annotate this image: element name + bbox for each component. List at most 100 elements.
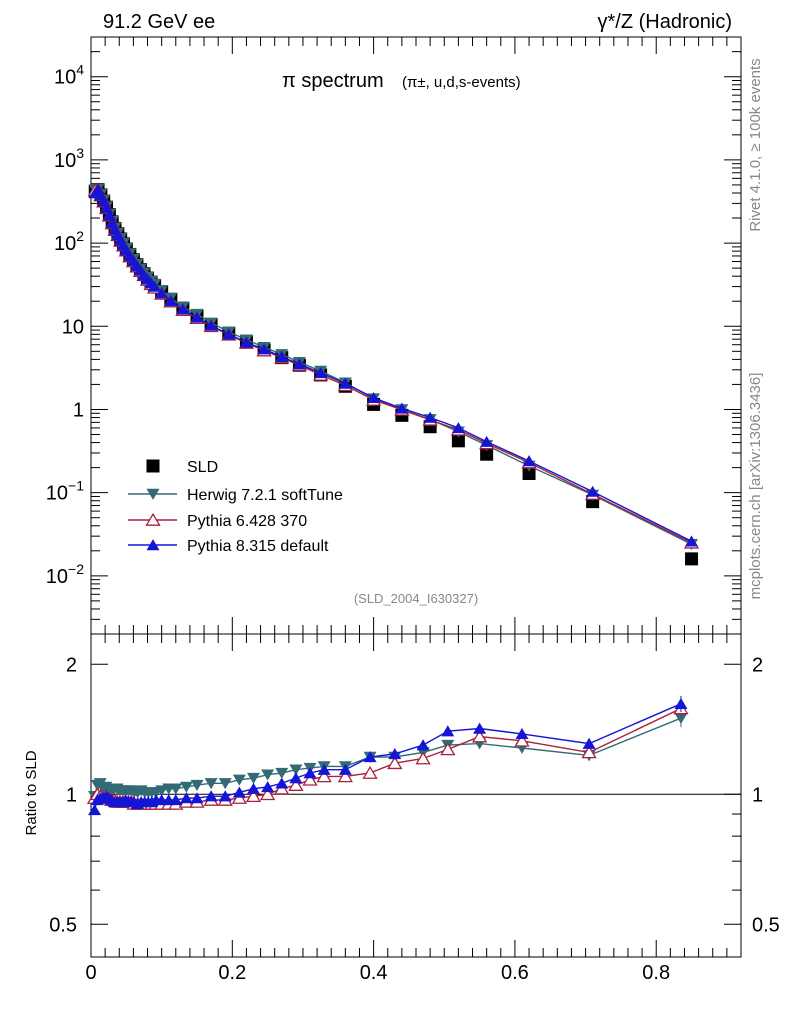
legend-label: Pythia 6.428 370 bbox=[187, 513, 307, 530]
legend-marker bbox=[146, 488, 160, 500]
ratio-point bbox=[288, 777, 304, 791]
data-point bbox=[522, 455, 536, 467]
legend-entry: Herwig 7.2.1 softTune bbox=[128, 487, 343, 504]
ratio-point bbox=[582, 737, 596, 749]
ratio-point bbox=[289, 764, 303, 776]
ratio-point bbox=[247, 772, 260, 784]
series-sld bbox=[88, 183, 699, 566]
ratio-point bbox=[218, 778, 232, 790]
y-tick-label: 103 bbox=[54, 145, 84, 172]
data-point bbox=[685, 535, 699, 547]
ratio-point bbox=[179, 792, 193, 804]
chart-title: π spectrum bbox=[282, 70, 384, 92]
legend-label: Herwig 7.2.1 softTune bbox=[187, 487, 343, 504]
ratio-point bbox=[190, 779, 204, 791]
ratio-point bbox=[440, 742, 456, 756]
data-point bbox=[257, 343, 271, 355]
ratio-point bbox=[261, 781, 275, 793]
header-right: γ*/Z (Hadronic) bbox=[598, 11, 732, 33]
analysis-tag: (SLD_2004_I630327) bbox=[354, 591, 478, 606]
ratio-herwig-7-2-1-softtune bbox=[88, 709, 688, 803]
ratio-point bbox=[674, 713, 688, 725]
ratio-y-tick-label: 0.5 bbox=[49, 914, 77, 936]
ratio-y-tick-label-right: 2 bbox=[752, 654, 763, 676]
series-line bbox=[94, 188, 692, 542]
ratio-point bbox=[275, 767, 289, 779]
ratio-axis-ticks: 0.5 0.5 1 1 2 2 0 0.2 0.4 0.6 0.8 bbox=[49, 634, 780, 984]
x-tick-label: 0.4 bbox=[360, 962, 388, 984]
series-pythia-8-315-default bbox=[88, 183, 699, 547]
main-series-layer bbox=[87, 182, 700, 566]
ratio-point bbox=[232, 774, 246, 786]
data-point bbox=[480, 447, 494, 461]
data-point bbox=[102, 209, 116, 221]
header-left: 91.2 GeV ee bbox=[103, 11, 215, 33]
x-tick-label: 0 bbox=[85, 962, 96, 984]
ratio-point bbox=[204, 790, 218, 802]
ratio-point bbox=[514, 733, 530, 747]
data-point bbox=[367, 391, 381, 404]
ratio-point bbox=[232, 786, 246, 798]
data-point bbox=[451, 434, 465, 448]
ratio-point bbox=[316, 769, 332, 783]
y-tick-label: 104 bbox=[54, 62, 84, 89]
ratio-y-tick-label-right: 1 bbox=[752, 784, 763, 806]
legend-entry: Pythia 6.428 370 bbox=[128, 512, 307, 530]
data-point bbox=[522, 466, 536, 480]
ratio-point bbox=[674, 697, 688, 709]
ratio-point bbox=[363, 751, 377, 763]
ratio-point bbox=[362, 765, 378, 779]
ratio-point bbox=[247, 782, 260, 794]
data-point bbox=[480, 435, 494, 447]
y-tick-label: 10−1 bbox=[46, 478, 84, 505]
y-tick-label: 10−2 bbox=[46, 561, 84, 588]
ratio-point bbox=[302, 772, 318, 786]
ratio-point bbox=[416, 739, 430, 751]
y-tick-label: 102 bbox=[54, 228, 84, 255]
ratio-point bbox=[388, 748, 402, 760]
ratio-point bbox=[245, 789, 262, 803]
legend-marker bbox=[146, 459, 160, 473]
ratio-point bbox=[259, 787, 276, 801]
ratio-point bbox=[337, 769, 353, 783]
data-point bbox=[222, 328, 236, 340]
ratio-panel-frame bbox=[90, 633, 742, 958]
x-tick-label: 0.6 bbox=[501, 962, 529, 984]
data-point bbox=[338, 377, 352, 389]
ratio-point bbox=[289, 772, 303, 784]
data-point bbox=[155, 287, 169, 299]
ratio-point bbox=[155, 785, 169, 797]
ratio-axis-label: Ratio to SLD bbox=[23, 750, 40, 835]
ratio-point bbox=[190, 792, 204, 804]
ratio-point bbox=[303, 767, 317, 779]
ratio-point bbox=[88, 804, 102, 816]
series-line bbox=[94, 188, 692, 544]
ratio-point bbox=[204, 778, 218, 790]
chart-subtitle: (π±, u,d,s-events) bbox=[402, 74, 521, 91]
legend-entry: Pythia 8.315 default bbox=[128, 538, 329, 555]
data-point bbox=[239, 336, 253, 348]
series-herwig-7-2-1-softtune bbox=[88, 183, 699, 551]
data-point bbox=[275, 350, 289, 362]
ratio-point bbox=[581, 745, 597, 759]
ratio-point bbox=[441, 725, 455, 737]
ratio-point bbox=[169, 794, 183, 806]
ratio-point bbox=[231, 790, 248, 804]
x-tick-label: 0.8 bbox=[642, 962, 670, 984]
ratio-point bbox=[218, 790, 232, 802]
y-tick-label: 10 bbox=[62, 316, 84, 338]
series-pythia-6-428-370 bbox=[87, 182, 700, 549]
main-axis-ticks: 10−2 10−1 1 10 102 103 104 bbox=[46, 36, 741, 635]
data-point bbox=[190, 311, 204, 323]
ratio-point bbox=[317, 763, 331, 775]
ratio-point bbox=[387, 756, 403, 770]
series-line bbox=[95, 187, 692, 545]
data-point bbox=[451, 422, 465, 434]
legend-marker bbox=[146, 539, 160, 551]
ratio-pythia-8-315-default bbox=[88, 695, 688, 816]
data-point bbox=[423, 411, 437, 423]
rivet-version-label: Rivet 4.1.0, ≥ 100k events bbox=[747, 58, 764, 231]
ratio-point bbox=[415, 751, 431, 765]
ratio-point bbox=[261, 769, 275, 781]
